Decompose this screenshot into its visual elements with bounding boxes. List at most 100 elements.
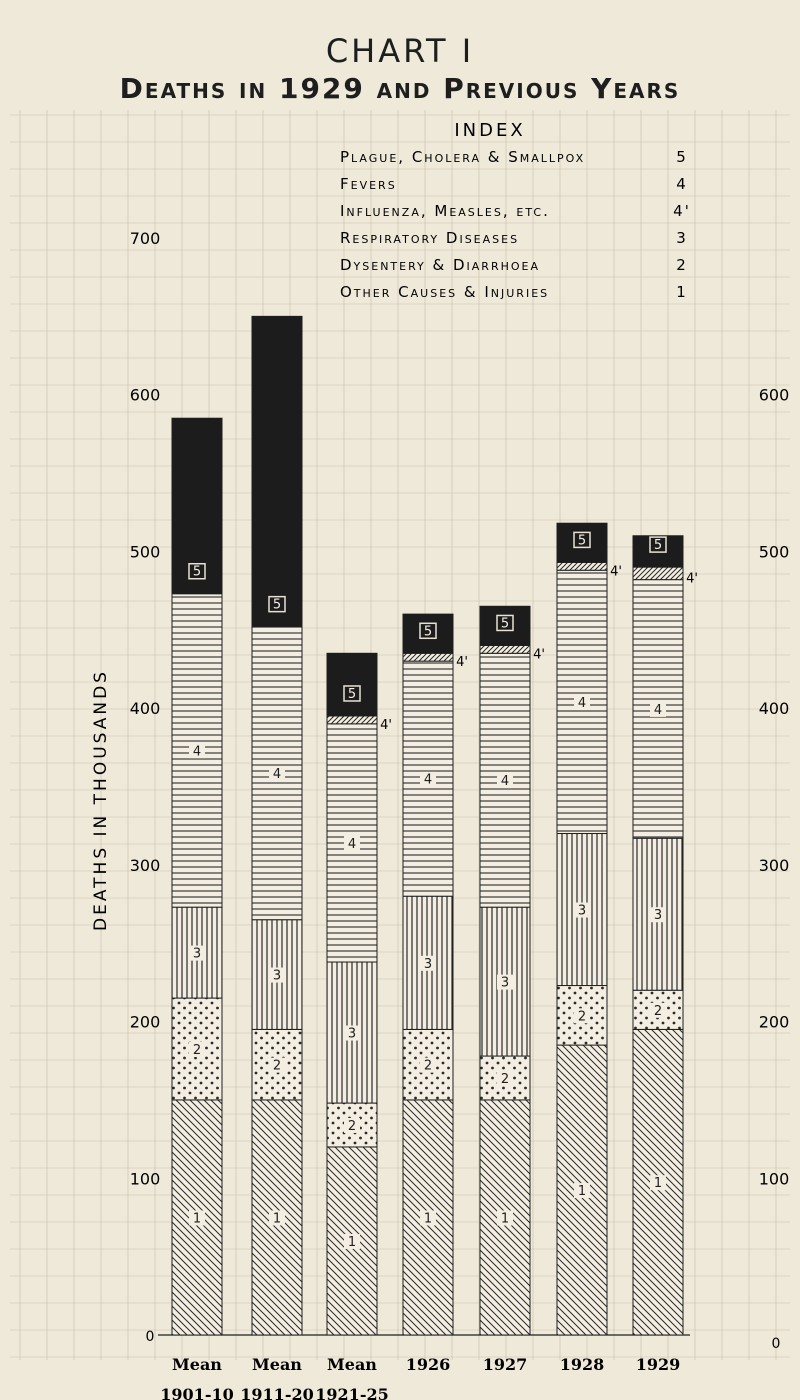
segment-label: 2 — [578, 1009, 586, 1024]
segment-label: 3 — [273, 969, 281, 984]
segment-label-box — [269, 766, 285, 782]
y-tick-right: 300 — [759, 856, 790, 875]
segment-label: 2 — [501, 1072, 509, 1087]
bars: 1 2 3 4 5 1 2 3 4 5 1 2 3 4 4' 5 1 2 3 4 4' 5 1 2 3 4 4' 5 1 2 3 4 4' 5 1 2… — [171, 315, 698, 1336]
segment-label: 3 — [424, 957, 432, 972]
y-tick-left: 400 — [130, 699, 161, 718]
segment-label: 2 — [424, 1059, 432, 1074]
bar-segment — [171, 417, 223, 595]
segment-label: 5 — [654, 538, 662, 553]
segment-label: 3 — [578, 904, 586, 919]
index-label: Other Causes & Injuries — [340, 283, 549, 301]
segment-label: 3 — [193, 947, 201, 962]
segment-label-outside: 4' — [380, 718, 392, 733]
segment-label-box — [574, 694, 590, 710]
index-title: INDEX — [454, 120, 525, 141]
segment-label: 5 — [273, 598, 281, 613]
segment-label: 1 — [348, 1235, 356, 1250]
segment-label: 4 — [273, 767, 281, 782]
x-tick-label: Mean — [252, 1355, 302, 1374]
segment-label-box — [189, 945, 205, 961]
segment-label: 4 — [578, 696, 586, 711]
bar-segment — [479, 644, 531, 654]
y-tick-left: 500 — [130, 542, 161, 561]
segment-label-box — [420, 955, 436, 971]
segment-label-box — [650, 701, 666, 717]
segment-label-box — [269, 1057, 285, 1073]
segment-label: 2 — [654, 1004, 662, 1019]
index-code: 2 — [676, 256, 688, 274]
x-tick-label: 1927 — [483, 1355, 528, 1374]
index-code: 1 — [676, 283, 688, 301]
segment-label-box — [344, 1025, 360, 1041]
index-label: Influenza, Measles, etc. — [340, 202, 550, 220]
segment-label-box — [269, 967, 285, 983]
bar-segment — [632, 566, 684, 581]
chart-subtitle: Deaths in 1929 and Previous Years — [119, 72, 681, 105]
x-tick-label: 1929 — [636, 1355, 681, 1374]
segment-label-box — [268, 595, 286, 613]
segment-label-outside: 4' — [686, 571, 698, 586]
index-code: 5 — [676, 148, 688, 166]
segment-label-box — [189, 743, 205, 759]
index-label: Plague, Cholera & Smallpox — [340, 148, 585, 166]
segment-label-box — [344, 1233, 360, 1249]
y-tick-right: 500 — [759, 542, 790, 561]
segment-label: 5 — [501, 616, 509, 631]
segment-label-box — [650, 907, 666, 923]
y-axis-label: DEATHS IN THOUSANDS — [91, 669, 111, 931]
index-label: Fevers — [340, 175, 397, 193]
segment-label: 2 — [348, 1119, 356, 1134]
segment-label: 1 — [193, 1211, 201, 1226]
segment-label-box — [420, 1210, 436, 1226]
segment-label: 5 — [193, 565, 201, 580]
segment-label: 4 — [501, 774, 509, 789]
segment-label-box — [650, 1175, 666, 1191]
segment-label-outside: 4' — [456, 655, 468, 670]
segment-label: 3 — [348, 1027, 356, 1042]
segment-label: 1 — [654, 1176, 662, 1191]
segment-label: 4 — [654, 703, 662, 718]
segment-label: 2 — [193, 1043, 201, 1058]
index-code: 4 — [676, 175, 688, 193]
bar-segment — [326, 652, 378, 717]
index-label: Respiratory Diseases — [340, 229, 519, 247]
y-tick-right: 600 — [759, 386, 790, 405]
y-tick-left: 100 — [130, 1169, 161, 1188]
segment-label-box — [650, 1002, 666, 1018]
x-tick-label: Mean — [172, 1355, 222, 1374]
index-legend: INDEX Plague, Cholera & Smallpox 5 Fevers 4… — [340, 120, 689, 301]
y-tick-left: 300 — [130, 856, 161, 875]
segment-label-box — [420, 771, 436, 787]
y-tick-right: 400 — [759, 699, 790, 718]
y-tick-zero: 0 — [146, 1329, 155, 1345]
x-tick-label: 1911-20 — [240, 1385, 313, 1400]
segment-label-box — [344, 835, 360, 851]
bar-segment — [402, 652, 454, 662]
y-tick-left: 600 — [130, 386, 161, 405]
segment-label: 5 — [578, 533, 586, 548]
segment-label-box — [497, 1210, 513, 1226]
segment-label: 1 — [424, 1211, 432, 1226]
segment-label: 5 — [348, 687, 356, 702]
segment-label-box — [496, 614, 514, 632]
segment-label-box — [574, 1008, 590, 1024]
segment-label-box — [497, 974, 513, 990]
x-tick-label: Mean — [327, 1355, 377, 1374]
y-tick-right-zero: 0 — [772, 1336, 781, 1352]
segment-label-box — [649, 536, 667, 553]
bar-segment — [326, 715, 378, 725]
segment-label-box — [419, 622, 437, 640]
segment-label: 1 — [273, 1211, 281, 1226]
segment-label-box — [573, 531, 591, 549]
segment-label: 1 — [578, 1184, 586, 1199]
bar-segment — [556, 561, 608, 571]
segment-label: 2 — [273, 1059, 281, 1074]
segment-label-box — [269, 1210, 285, 1226]
x-axis-labels: Mean 1901-10 Mean 1911-20 Mean 1921-25 1926 192… — [160, 1355, 680, 1400]
segment-label: 3 — [501, 976, 509, 991]
segment-label: 1 — [501, 1211, 509, 1226]
segment-label-box — [574, 902, 590, 918]
y-tick-right: 100 — [759, 1169, 790, 1188]
